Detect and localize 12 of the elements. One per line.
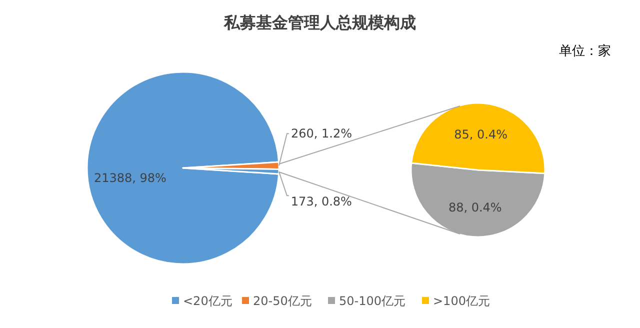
legend-label: 20-50亿元 — [253, 294, 312, 308]
legend-label: <20亿元 — [183, 294, 232, 308]
data-label: 85, 0.4% — [454, 127, 508, 142]
legend-label: 50-100亿元 — [339, 294, 406, 308]
chart-title: 私募基金管理人总规模构成 — [223, 13, 416, 32]
data-label: 260, 1.2% — [290, 126, 352, 141]
data-label: 88, 0.4% — [448, 200, 502, 215]
pie-slice — [86, 71, 280, 265]
legend-label: >100亿元 — [433, 294, 490, 308]
data-label: 21388, 98% — [94, 171, 166, 185]
data-label: 173, 0.8% — [290, 194, 352, 209]
text: 单位：家 — [559, 43, 611, 59]
